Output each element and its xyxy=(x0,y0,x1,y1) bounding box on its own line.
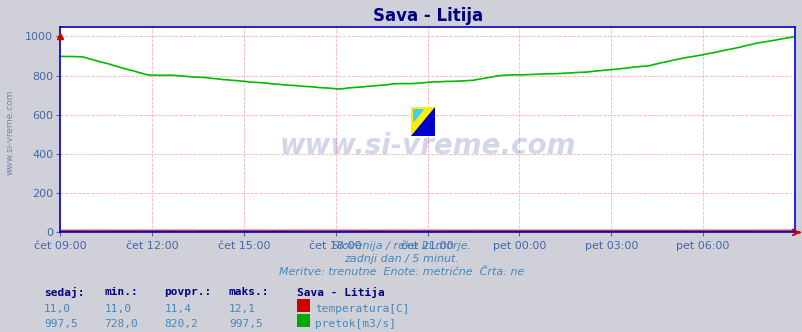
Text: 997,5: 997,5 xyxy=(229,319,262,329)
Text: Slovenija / reke in morje.: Slovenija / reke in morje. xyxy=(331,241,471,251)
Text: zadnji dan / 5 minut.: zadnji dan / 5 minut. xyxy=(343,254,459,264)
Text: 997,5: 997,5 xyxy=(44,319,78,329)
Text: 11,0: 11,0 xyxy=(104,304,132,314)
Text: povpr.:: povpr.: xyxy=(164,287,212,297)
Text: 11,0: 11,0 xyxy=(44,304,71,314)
Text: Meritve: trenutne  Enote: metrične  Črta: ne: Meritve: trenutne Enote: metrične Črta: … xyxy=(278,267,524,277)
Text: Sava - Litija: Sava - Litija xyxy=(297,287,384,298)
Text: www.si-vreme.com: www.si-vreme.com xyxy=(279,132,575,160)
Text: 820,2: 820,2 xyxy=(164,319,198,329)
Text: pretok[m3/s]: pretok[m3/s] xyxy=(314,319,395,329)
Text: sedaj:: sedaj: xyxy=(44,287,84,298)
Text: temperatura[C]: temperatura[C] xyxy=(314,304,409,314)
Title: Sava - Litija: Sava - Litija xyxy=(372,7,482,25)
Text: 11,4: 11,4 xyxy=(164,304,192,314)
Text: www.si-vreme.com: www.si-vreme.com xyxy=(5,90,14,176)
Text: 12,1: 12,1 xyxy=(229,304,256,314)
Text: 728,0: 728,0 xyxy=(104,319,138,329)
Text: maks.:: maks.: xyxy=(229,287,269,297)
Text: min.:: min.: xyxy=(104,287,138,297)
